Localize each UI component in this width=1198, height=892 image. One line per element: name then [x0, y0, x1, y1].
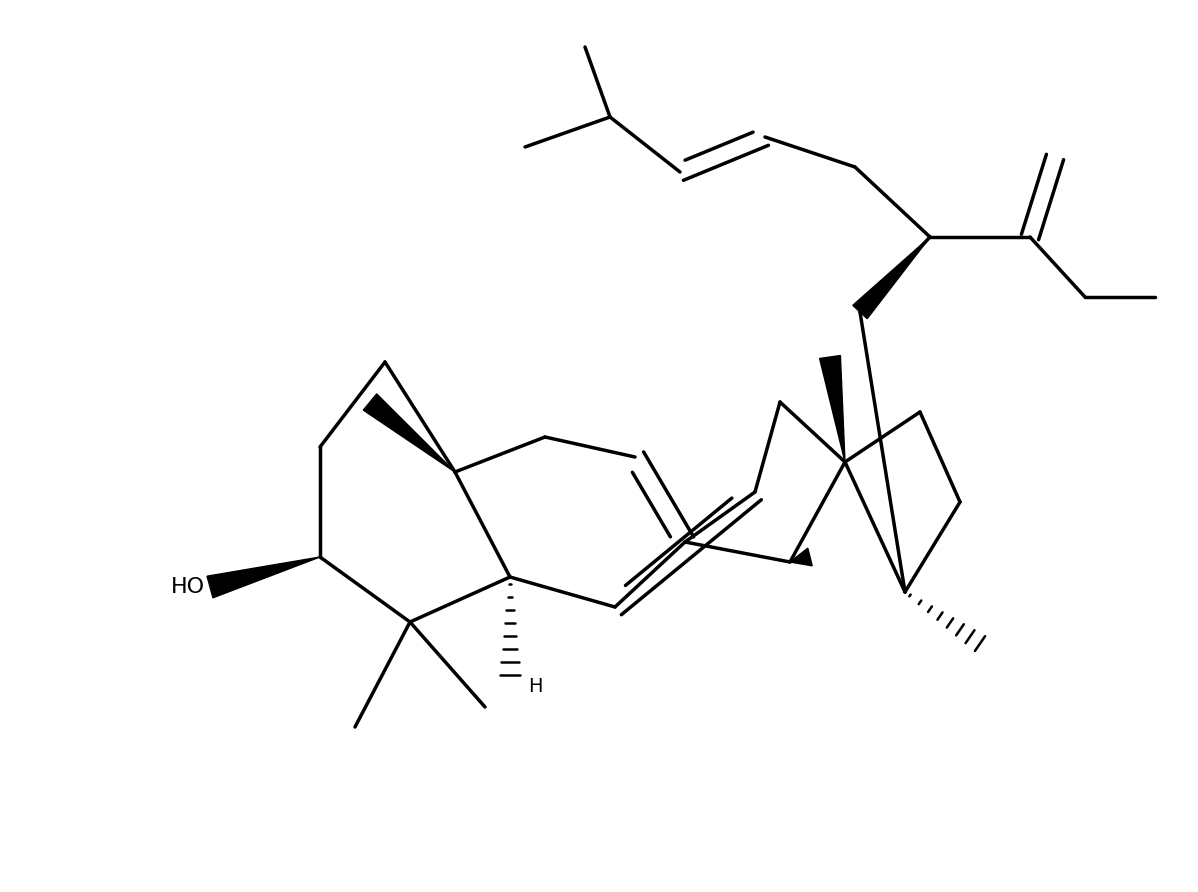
Polygon shape	[819, 356, 845, 462]
Polygon shape	[789, 549, 812, 566]
Polygon shape	[363, 394, 455, 472]
Text: H: H	[528, 678, 543, 697]
Polygon shape	[853, 237, 930, 318]
Polygon shape	[207, 557, 320, 598]
Text: HO: HO	[171, 577, 205, 597]
